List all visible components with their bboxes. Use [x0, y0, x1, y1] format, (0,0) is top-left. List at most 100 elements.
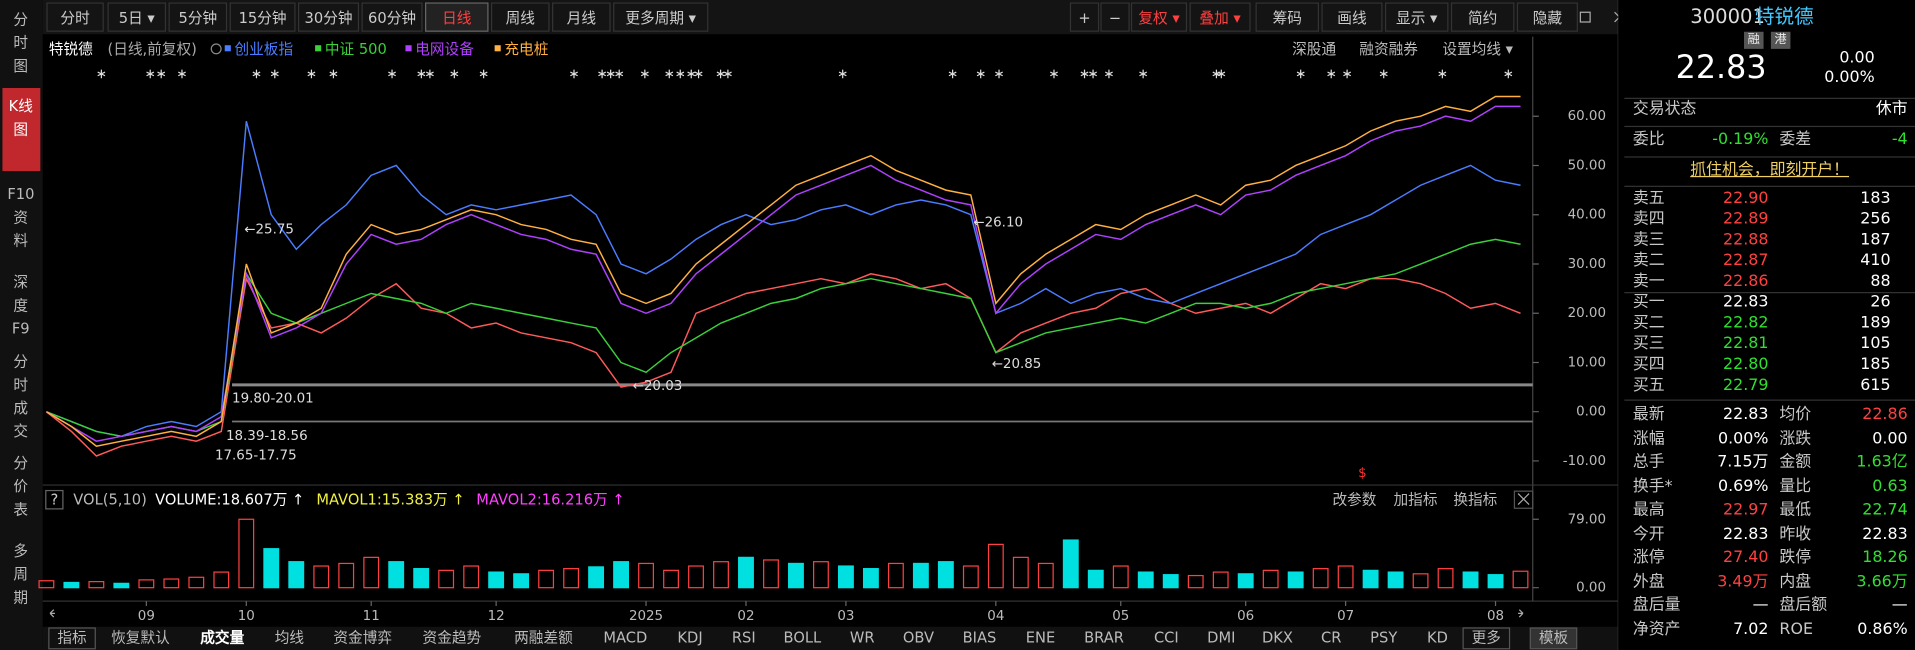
indicator-readout: MAVOL2:16.216万 ↑ [476, 491, 625, 509]
indicator-tab[interactable]: CR [1321, 629, 1342, 647]
period-button[interactable]: 分时 [46, 2, 104, 32]
volume-bar [1212, 571, 1229, 589]
event-marker [948, 69, 957, 79]
indicator-tab[interactable]: 均线 [274, 629, 305, 647]
sidebar-item[interactable]: 分时成交 [13, 353, 29, 440]
sidebar-item[interactable]: K线图 [8, 97, 33, 138]
stat-value: 0.63 [1872, 477, 1908, 496]
tool-button[interactable]: 叠加 ▾ [1189, 2, 1251, 32]
series-line [46, 105, 1521, 442]
indicator-tab[interactable]: 资金博弈 [333, 629, 393, 647]
tool-button[interactable]: + [1069, 2, 1100, 32]
indicator-tab[interactable]: OBV [902, 629, 935, 647]
indicator-tab[interactable]: BRAR [1084, 629, 1124, 647]
book-volume: 26 [1870, 293, 1891, 312]
indicator-tab[interactable]: 模板 [1538, 629, 1569, 647]
y-tick-label: 0.00 [1576, 581, 1606, 596]
indicator-tab[interactable]: MACD [603, 629, 648, 647]
period-button[interactable]: 5日 ▾ [107, 2, 167, 32]
volume-bar [688, 565, 704, 589]
sidebar-item[interactable]: 分价表 [13, 454, 29, 519]
indicator-tool[interactable]: 改参数 [1332, 491, 1377, 509]
sidebar-item[interactable]: 分时图 [13, 10, 29, 74]
indicator-tab[interactable]: 两融差额 [514, 629, 573, 647]
legend-entry[interactable]: 电网设备 [415, 40, 474, 58]
period-button[interactable]: 周线 [490, 2, 550, 32]
indicator-readout: MAVOL1:15.383万 ↑ [316, 491, 465, 509]
legend-entry[interactable]: 充电桩 [504, 40, 549, 58]
indicator-tool[interactable]: 加指标 [1393, 491, 1438, 509]
window-icons[interactable] [1579, 11, 1619, 23]
y-tick-label: 60.00 [1568, 109, 1606, 124]
promo-banner[interactable]: 抓住机会，即刻开户！ [1690, 161, 1850, 180]
legend-link[interactable]: 深股通 [1292, 40, 1337, 58]
annotation: ←26.10 [973, 215, 1023, 230]
tool-button[interactable]: 画线 [1321, 2, 1383, 32]
close-box[interactable] [1513, 490, 1534, 509]
indicator-tab[interactable]: BOLL [783, 629, 822, 647]
last-price: 22.83 [1675, 50, 1767, 87]
indicator-tab[interactable]: PSY [1370, 629, 1398, 647]
help-button[interactable]: ? [45, 489, 64, 510]
indicator-tab[interactable]: RSI [731, 629, 756, 647]
legend-link[interactable]: 设置均线 ▾ [1442, 40, 1513, 58]
volume-bar [837, 565, 854, 589]
indicator-tab[interactable]: WR [849, 629, 875, 647]
indicator-tab[interactable]: KDJ [677, 629, 703, 647]
event-marker [694, 69, 703, 79]
sidebar-item[interactable]: 深度F9 [11, 273, 30, 337]
volume-bar [887, 562, 904, 589]
indicator-tab[interactable]: CCI [1153, 629, 1179, 647]
sidebar-item[interactable]: F10资料 [7, 185, 35, 250]
indicator-tool[interactable]: 换指标 [1453, 491, 1498, 509]
indicator-tab[interactable]: 恢复默认 [111, 629, 170, 647]
legend-entry[interactable]: 中证 500 [324, 40, 387, 58]
period-button[interactable]: 5分钟 [168, 2, 228, 32]
book-price: 22.82 [1722, 314, 1769, 333]
tool-button[interactable]: − [1100, 2, 1130, 32]
period-button[interactable]: 月线 [552, 2, 611, 32]
indicator-tab[interactable]: 指标 [57, 629, 87, 647]
chart-area: 60.00 50.00 40.00 30.00 20.00 10.00 0.00 -10.00… [0, 0, 1619, 650]
volume-bar [638, 562, 654, 589]
y-tick-label: 50.00 [1568, 158, 1606, 173]
legend-entry[interactable]: 创业板指 [234, 40, 294, 58]
y-tick-label: 10.00 [1568, 355, 1606, 370]
period-button[interactable]: 30分钟 [297, 2, 360, 32]
settings-icon[interactable] [210, 43, 222, 55]
period-button[interactable]: 15分钟 [229, 2, 296, 32]
indicator-tab[interactable]: 更多 [1471, 629, 1501, 647]
close-icon[interactable] [1517, 493, 1530, 506]
indicator-tab[interactable]: DKX [1262, 629, 1293, 647]
period-button[interactable]: 日线 [425, 2, 489, 32]
volume-bar [1112, 565, 1129, 589]
scroll-arrows[interactable] [49, 609, 1524, 618]
tool-button[interactable]: 显示 ▾ [1384, 2, 1449, 32]
indicator-tab[interactable]: ENE [1025, 629, 1056, 647]
legend-note: (日线,前复权) [107, 40, 197, 58]
book-price: 22.83 [1722, 293, 1769, 312]
book-volume: 105 [1860, 334, 1891, 354]
tool-button[interactable]: 隐藏 [1516, 2, 1578, 32]
indicator-tab[interactable]: DMI [1207, 629, 1236, 647]
legend-link[interactable]: 融资融券 [1359, 40, 1418, 58]
x-tick-label: 11 [363, 609, 380, 624]
period-button[interactable]: 更多周期 ▾ [613, 2, 709, 32]
indicator-tab[interactable]: KD [1427, 629, 1448, 647]
volume-bar [513, 573, 530, 589]
tool-button[interactable]: 筹码 [1255, 2, 1320, 32]
tool-button[interactable]: 复权 ▾ [1130, 2, 1188, 32]
stat-value: 22.74 [1862, 500, 1908, 520]
stat-label: 涨跌 [1779, 429, 1812, 448]
sidebar-item[interactable]: 多周期 [13, 541, 29, 606]
x-tick-label: 09 [138, 609, 155, 624]
volume-bar [1487, 574, 1504, 589]
indicator-tab[interactable]: 成交量 [200, 629, 245, 647]
indicator-tab[interactable]: 资金趋势 [422, 629, 482, 647]
period-button[interactable]: 60分钟 [361, 2, 423, 32]
tool-button[interactable]: 简约 [1450, 2, 1515, 32]
indicator-tab[interactable]: BIAS [962, 629, 997, 647]
series-line [46, 238, 1521, 438]
stat-value: 18.26 [1862, 548, 1908, 567]
